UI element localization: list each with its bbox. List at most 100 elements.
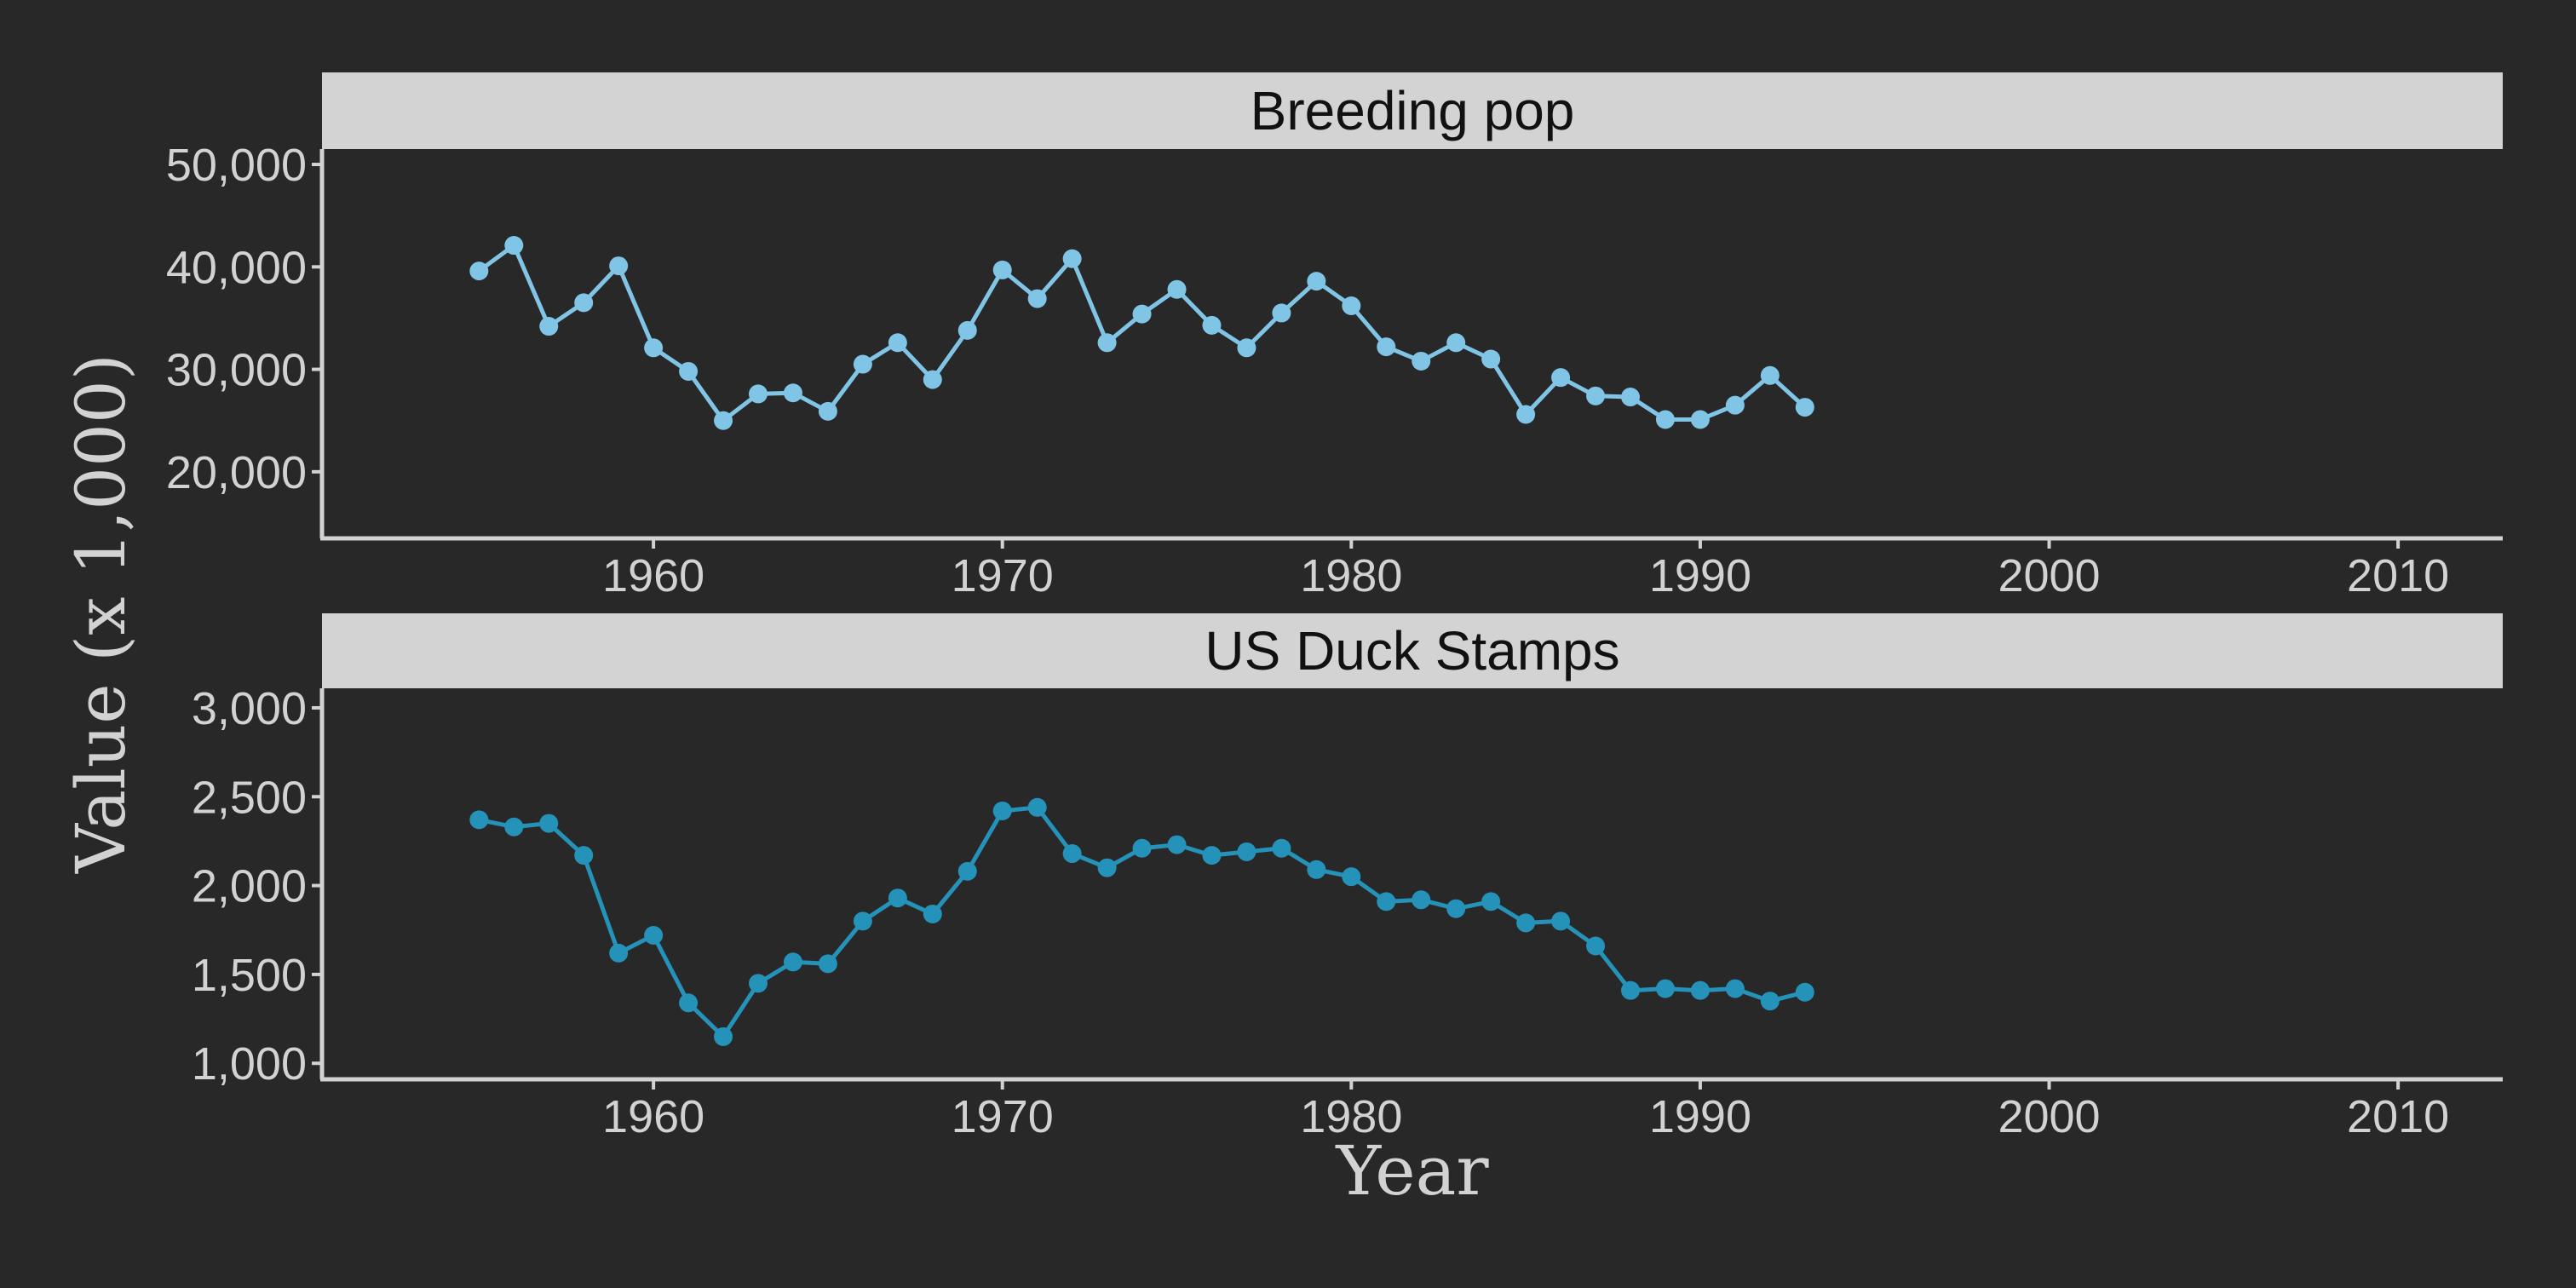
data-point-breeding (1586, 386, 1606, 405)
data-point-stamps (853, 911, 872, 931)
data-point-stamps (1377, 892, 1396, 911)
data-point-stamps (1621, 980, 1640, 1000)
data-point-stamps (1655, 979, 1675, 998)
x-tick-label-stamps: 1980 (1300, 1091, 1402, 1142)
data-point-stamps (1586, 936, 1606, 956)
data-point-breeding (1307, 272, 1326, 291)
y-tick-label-breeding: 40,000 (166, 242, 307, 293)
data-point-stamps (1062, 844, 1082, 864)
data-point-breeding (609, 256, 629, 276)
data-point-stamps (1725, 979, 1745, 998)
data-point-breeding (853, 354, 872, 374)
data-point-stamps (818, 954, 837, 974)
x-tick-label-stamps: 1960 (602, 1091, 704, 1142)
data-point-stamps (469, 810, 489, 830)
x-tick-label-stamps: 1990 (1649, 1091, 1751, 1142)
data-point-stamps (714, 1026, 733, 1046)
x-tick-label-breeding: 1980 (1300, 550, 1402, 601)
x-tick-label-breeding: 1990 (1649, 550, 1751, 601)
data-point-breeding (539, 317, 559, 336)
data-point-breeding (1725, 395, 1745, 415)
data-point-stamps (609, 943, 629, 963)
y-tick-label-breeding: 30,000 (166, 345, 307, 396)
data-point-stamps (749, 974, 768, 993)
data-point-stamps (1446, 899, 1466, 918)
data-point-breeding (469, 262, 489, 281)
data-point-breeding (644, 338, 664, 358)
data-point-breeding (504, 236, 524, 256)
data-point-stamps (1307, 860, 1326, 879)
data-point-stamps (1167, 835, 1187, 854)
data-point-breeding (992, 260, 1012, 279)
y-axis-title: Value (x 1,000) (61, 354, 141, 874)
data-point-stamps (1795, 982, 1814, 1002)
data-point-breeding (679, 361, 699, 381)
data-point-stamps (957, 861, 977, 881)
data-point-breeding (1132, 304, 1152, 324)
data-point-stamps (1202, 846, 1222, 865)
data-point-stamps (1690, 980, 1710, 1000)
data-point-breeding (1412, 351, 1431, 371)
data-point-breeding (1760, 365, 1780, 385)
data-point-breeding (1551, 368, 1571, 388)
data-point-stamps (1551, 911, 1571, 931)
data-point-breeding (888, 333, 907, 353)
y-tick-label-stamps: 2,500 (192, 772, 307, 823)
data-point-stamps (1097, 858, 1117, 877)
data-point-stamps (1342, 867, 1361, 887)
data-point-breeding (923, 370, 942, 389)
facet-title-breeding: Breeding pop (1251, 80, 1575, 141)
data-point-breeding (1167, 279, 1187, 299)
data-point-breeding (1446, 333, 1466, 353)
data-point-breeding (1621, 388, 1640, 407)
data-point-breeding (1027, 289, 1047, 308)
data-point-stamps (574, 846, 594, 865)
data-point-stamps (1027, 797, 1047, 817)
data-point-breeding (1481, 349, 1501, 369)
data-point-stamps (1132, 838, 1152, 858)
data-point-breeding (574, 293, 594, 313)
data-point-breeding (1690, 410, 1710, 429)
facet-title-stamps: US Duck Stamps (1205, 620, 1619, 681)
x-tick-label-stamps: 1970 (952, 1091, 1054, 1142)
data-point-breeding (1516, 405, 1536, 424)
data-point-stamps (783, 952, 802, 972)
data-point-stamps (1760, 992, 1780, 1011)
data-point-breeding (1097, 333, 1117, 353)
data-point-stamps (504, 817, 524, 837)
x-tick-label-stamps: 2000 (1998, 1091, 2100, 1142)
data-point-breeding (1342, 296, 1361, 316)
data-point-breeding (818, 401, 837, 421)
x-axis-title: Year (1335, 1131, 1489, 1210)
x-tick-label-stamps: 2010 (2347, 1091, 2449, 1142)
data-point-breeding (1202, 315, 1222, 335)
data-point-stamps (1481, 892, 1501, 911)
x-tick-label-breeding: 2010 (2347, 550, 2449, 601)
data-point-stamps (1516, 913, 1536, 933)
data-point-stamps (679, 993, 699, 1013)
data-point-breeding (1237, 338, 1256, 358)
data-point-breeding (957, 320, 977, 340)
data-point-breeding (1272, 303, 1291, 323)
data-point-stamps (1272, 838, 1291, 858)
data-point-stamps (888, 888, 907, 908)
y-tick-label-breeding: 20,000 (166, 447, 307, 498)
data-point-breeding (714, 411, 733, 430)
data-point-breeding (1062, 249, 1082, 268)
data-point-breeding (1377, 337, 1396, 357)
y-tick-label-stamps: 1,500 (192, 950, 307, 1001)
y-tick-label-stamps: 2,000 (192, 861, 307, 912)
data-point-stamps (1237, 842, 1256, 861)
x-tick-label-breeding: 2000 (1998, 550, 2100, 601)
x-tick-label-breeding: 1960 (602, 550, 704, 601)
data-point-stamps (539, 814, 559, 833)
x-tick-label-breeding: 1970 (952, 550, 1054, 601)
facet-strip-stamps (322, 613, 2503, 688)
data-point-stamps (644, 926, 664, 946)
y-tick-label-stamps: 3,000 (192, 683, 307, 734)
facet-strip-breeding (322, 72, 2503, 149)
y-tick-label-breeding: 50,000 (166, 140, 307, 191)
data-point-breeding (1795, 398, 1814, 417)
